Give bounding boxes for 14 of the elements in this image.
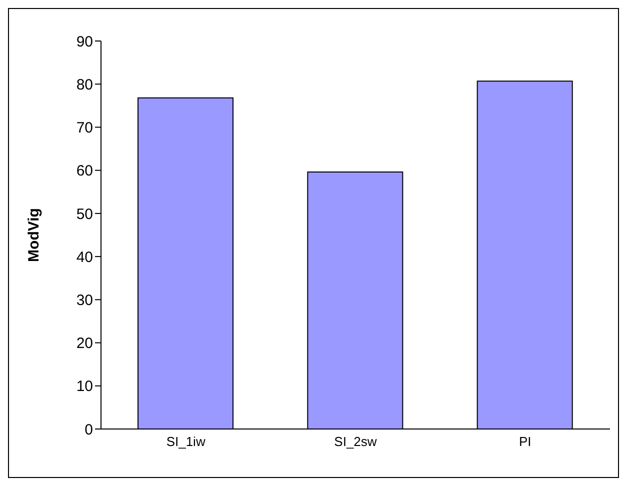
y-tick-label: 40	[76, 248, 93, 266]
x-tick-label: SI_1iw	[166, 434, 206, 450]
y-tick-label: 70	[76, 120, 93, 137]
y-tick-label: 30	[76, 292, 93, 309]
y-axis-title: ModVig	[25, 208, 42, 262]
y-tick-label: 90	[76, 33, 93, 50]
x-tick-label: SI_2sw	[334, 434, 378, 450]
y-tick-label: 10	[76, 378, 93, 396]
x-tick-label: PI	[519, 434, 532, 450]
y-tick-label: 0	[84, 421, 93, 438]
y-tick-label: 60	[76, 162, 93, 180]
y-tick-label: 80	[76, 76, 93, 94]
y-tick-label: 50	[76, 206, 93, 223]
y-tick-label: 20	[76, 335, 93, 352]
